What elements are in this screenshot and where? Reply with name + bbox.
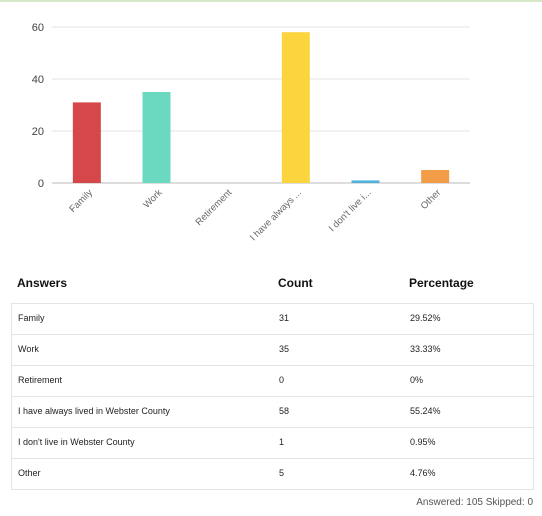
x-tick-label: Work: [141, 187, 165, 211]
x-tick-label: Family: [67, 187, 95, 215]
x-tick-label: Other: [419, 187, 444, 212]
answered-count: 105: [466, 497, 483, 508]
top-divider: [0, 0, 542, 2]
table-row: Work 35 33.33%: [12, 334, 533, 365]
row-percentage: 55.24%: [410, 406, 441, 416]
x-tick-label: I don't live i...: [327, 187, 374, 234]
table-row: I have always lived in Webster County 58…: [12, 396, 533, 427]
x-tick-label: Retirement: [194, 187, 235, 228]
skipped-label: Skipped:: [485, 497, 525, 508]
x-tick-label: I have always ...: [248, 187, 304, 243]
header-count: Count: [278, 276, 313, 290]
table-header: Answers Count Percentage: [11, 268, 534, 302]
bar: [142, 92, 171, 183]
row-count: 0: [279, 375, 285, 385]
header-answers: Answers: [17, 276, 68, 290]
row-percentage: 0%: [410, 375, 424, 385]
answers-table: Family 31 29.52% Work 35 33.33% Retireme…: [11, 303, 534, 490]
row-count: 31: [279, 313, 290, 323]
table-row: Other 5 4.76%: [12, 458, 533, 489]
row-answer: Family: [18, 313, 45, 323]
table-row: Family 31 29.52%: [12, 304, 533, 334]
y-tick-label: 40: [32, 74, 44, 86]
header-percentage: Percentage: [409, 276, 474, 290]
table-row: Retirement 0 0%: [12, 365, 533, 396]
y-tick-label: 60: [32, 22, 44, 34]
skipped-count: 0: [527, 497, 533, 508]
response-summary: Answered: 105 Skipped: 0: [416, 497, 533, 508]
row-count: 1: [279, 437, 285, 447]
row-percentage: 33.33%: [410, 344, 441, 354]
table-row: I don't live in Webster County 1 0.95%: [12, 427, 533, 458]
row-answer: Work: [18, 344, 39, 354]
y-tick-label: 0: [38, 178, 44, 190]
bar: [421, 170, 450, 183]
row-count: 5: [279, 468, 285, 478]
row-answer: I have always lived in Webster County: [18, 406, 170, 416]
row-answer: I don't live in Webster County: [18, 437, 135, 447]
row-answer: Retirement: [18, 375, 63, 385]
y-tick-label: 20: [32, 126, 44, 138]
row-answer: Other: [18, 468, 41, 478]
bar: [281, 32, 310, 184]
row-percentage: 0.95%: [410, 437, 436, 447]
bar-chart: 0 20 40 60 Family Work Retirement I have always…: [32, 22, 470, 243]
row-percentage: 4.76%: [410, 468, 436, 478]
bar: [72, 102, 101, 183]
bar: [351, 180, 380, 183]
row-percentage: 29.52%: [410, 313, 441, 323]
row-count: 58: [279, 406, 290, 416]
answered-label: Answered:: [416, 497, 464, 508]
row-count: 35: [279, 344, 290, 354]
